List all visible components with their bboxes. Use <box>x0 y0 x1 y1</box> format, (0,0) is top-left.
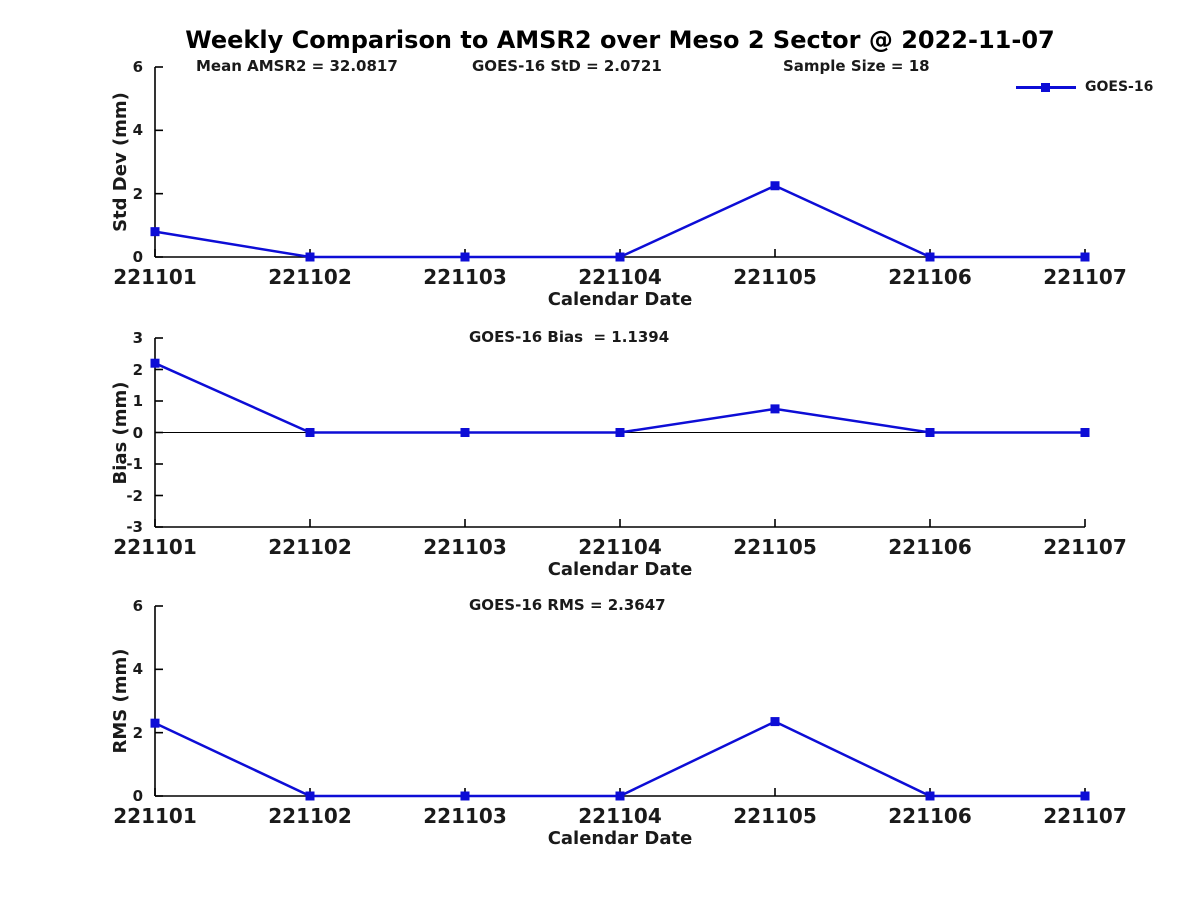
data-point-marker <box>925 252 935 262</box>
y-axis-label: Std Dev (mm) <box>110 92 131 232</box>
x-tick-label: 221106 <box>888 265 972 289</box>
x-tick-label: 221101 <box>113 265 197 289</box>
y-tick-label: 0 <box>132 248 143 266</box>
x-tick-label: 221104 <box>578 265 662 289</box>
data-point-marker <box>305 791 315 801</box>
stat-annotation: Mean AMSR2 = 32.0817 <box>196 57 398 75</box>
y-tick-label: -2 <box>126 486 143 505</box>
data-point-marker <box>150 718 160 728</box>
data-point-marker <box>770 181 780 191</box>
stat-annotation: Sample Size = 18 <box>783 57 930 75</box>
plot-line-goes-16 <box>154 362 1085 434</box>
x-tick-label: 221105 <box>733 804 817 828</box>
data-point-marker <box>925 428 935 437</box>
x-tick-label: 221106 <box>888 804 972 828</box>
legend: GOES-16 <box>1016 80 1153 95</box>
stat-annotation: GOES-16 RMS = 2.3647 <box>469 596 666 614</box>
data-point-marker <box>305 428 315 437</box>
legend-square-marker-icon <box>1041 83 1050 92</box>
y-tick-label: 2 <box>132 184 143 203</box>
y-tick-label: 0 <box>132 787 143 805</box>
y-tick-label: 0 <box>132 423 143 442</box>
y-axis-label: RMS (mm) <box>110 648 131 754</box>
x-tick-label: 221104 <box>578 804 662 828</box>
x-tick-label: 221101 <box>113 535 197 559</box>
x-tick-label: 221107 <box>1043 804 1127 828</box>
y-tick-label: 4 <box>132 121 143 140</box>
x-tick-label: 221103 <box>423 804 507 828</box>
y-tick-label: 6 <box>132 597 143 615</box>
chart-title: Weekly Comparison to AMSR2 over Meso 2 S… <box>185 26 1055 54</box>
y-axis-label: Bias (mm) <box>110 381 131 484</box>
stat-annotation: GOES-16 StD = 2.0721 <box>472 57 662 75</box>
x-tick-label: 221103 <box>423 535 507 559</box>
x-tick-label: 221107 <box>1043 265 1127 289</box>
x-tick-label: 221101 <box>113 804 197 828</box>
data-point-marker <box>615 791 625 801</box>
x-tick-label: 221105 <box>733 535 817 559</box>
data-point-marker <box>770 717 780 727</box>
data-point-marker <box>615 428 625 437</box>
stat-annotation: GOES-16 Bias = 1.1394 <box>469 328 670 346</box>
x-tick-label: 221102 <box>268 535 352 559</box>
x-tick-label: 221105 <box>733 265 817 289</box>
x-tick-label: 221107 <box>1043 535 1127 559</box>
x-tick-label: 221102 <box>268 265 352 289</box>
legend-line-sample <box>1016 83 1076 92</box>
data-point-marker <box>770 404 780 414</box>
plot-line-goes-16 <box>154 184 1085 259</box>
y-tick-label: 4 <box>132 660 143 679</box>
y-tick-label: 6 <box>132 58 143 76</box>
data-point-marker <box>925 791 935 801</box>
x-tick-label: 221106 <box>888 535 972 559</box>
data-point-marker <box>305 252 315 262</box>
data-point-marker <box>1080 791 1090 801</box>
legend-label: GOES-16 <box>1085 79 1154 95</box>
x-tick-label: 221104 <box>578 535 662 559</box>
x-axis-label: Calendar Date <box>547 289 693 310</box>
data-point-marker <box>150 358 160 368</box>
data-point-marker <box>615 252 625 262</box>
data-point-marker <box>460 428 470 437</box>
data-point-marker <box>1080 428 1090 437</box>
data-point-marker <box>1080 252 1090 262</box>
x-tick-label: 221102 <box>268 804 352 828</box>
y-tick-label: 2 <box>132 723 143 742</box>
x-axis-label: Calendar Date <box>547 828 693 849</box>
x-axis-label: Calendar Date <box>547 559 693 580</box>
data-point-marker <box>460 791 470 801</box>
y-tick-label: 2 <box>132 360 143 379</box>
y-tick-label: 1 <box>132 392 143 410</box>
data-point-marker <box>150 227 160 237</box>
y-tick-label: -1 <box>126 455 143 473</box>
x-tick-label: 221103 <box>423 265 507 289</box>
data-point-marker <box>460 252 470 262</box>
y-tick-label: 3 <box>132 329 143 347</box>
y-tick-label: -3 <box>126 518 143 536</box>
plot-line-goes-16 <box>154 720 1085 798</box>
